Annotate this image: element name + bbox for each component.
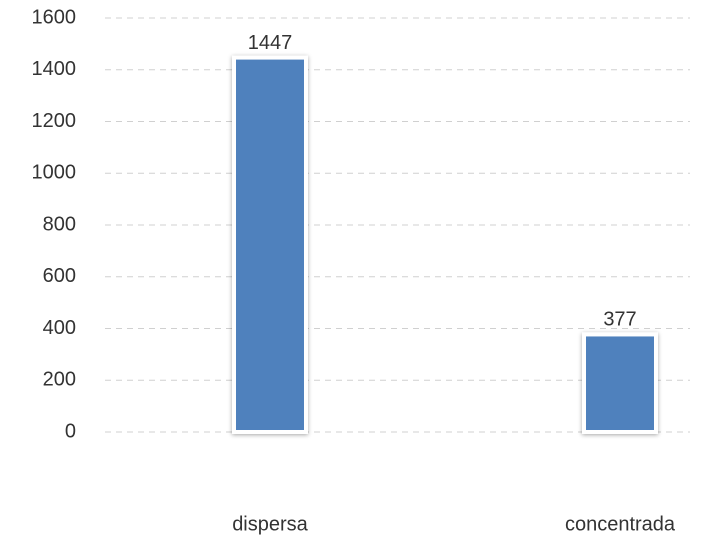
x-tick-label: dispersa: [232, 513, 308, 535]
y-tick-label: 1000: [32, 162, 77, 184]
x-tick-label: concentrada: [565, 513, 676, 535]
y-tick-label: 1200: [32, 110, 77, 132]
y-tick-label: 1400: [32, 58, 77, 80]
y-tick-label: 800: [43, 213, 76, 235]
data-label: 377: [603, 309, 636, 331]
bar: [582, 332, 658, 435]
y-tick-label: 400: [43, 317, 76, 339]
y-tick-label: 0: [65, 420, 76, 442]
y-tick-label: 600: [43, 265, 76, 287]
bar: [232, 55, 308, 435]
y-tick-label: 200: [43, 369, 76, 391]
y-tick-label: 1600: [32, 6, 77, 28]
data-label: 1447: [248, 32, 293, 54]
